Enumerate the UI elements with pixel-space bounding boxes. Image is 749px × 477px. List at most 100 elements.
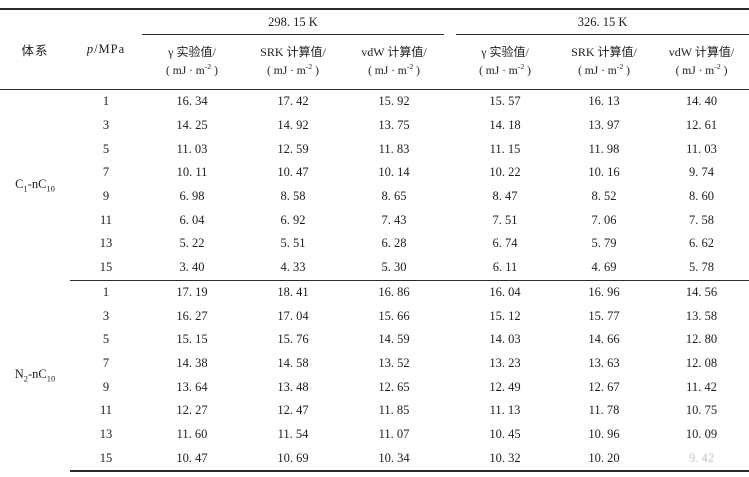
value-cell: 5. 30: [344, 255, 445, 281]
gap-cell: [444, 446, 457, 472]
gap-cell: [444, 232, 456, 256]
pressure-cell: 15: [70, 446, 142, 472]
value-cell: 13. 23: [489, 355, 521, 370]
table-row: 9 6. 98 8. 58 8. 65 8. 47 8. 52 8. 60: [0, 185, 749, 209]
value-cell: 15. 77: [588, 308, 620, 323]
value-cell: 16. 27: [176, 308, 208, 323]
value-cell: 11. 13: [489, 403, 521, 418]
value-cell: 14. 03: [489, 332, 521, 347]
value-cell: 11. 15: [489, 141, 521, 156]
value-cell: 14. 25: [176, 118, 208, 133]
unit-label: ( mJ · m-2 ): [368, 62, 420, 78]
value-cell: 10. 09: [685, 426, 718, 441]
table-row: 13 11. 60 11. 54 11. 07 10. 45 10. 96 10. 09: [0, 423, 749, 447]
value-cell: 10. 11: [176, 165, 208, 180]
value-cell: 15. 57: [489, 94, 521, 109]
table-row: 9 13. 64 13. 48 12. 65 12. 49 12. 67 11. 42: [0, 375, 749, 399]
value-cell: 11. 03: [176, 141, 208, 156]
header-system: 体系: [0, 9, 70, 90]
value-cell: 9. 42: [654, 446, 749, 472]
value-cell: 8. 52: [591, 189, 617, 204]
value-cell: 5. 78: [654, 255, 749, 281]
value-cell: 4. 33: [242, 255, 344, 281]
value-cell: 16. 04: [489, 284, 521, 299]
value-cell: 11. 03: [686, 141, 717, 156]
unit-label: ( mJ · m-2 ): [166, 62, 218, 78]
group-gap: [444, 9, 457, 90]
gap-cell: [444, 328, 456, 352]
table-row: 15 3. 40 4. 33 5. 30 6. 11 4. 69 5. 78: [0, 255, 749, 281]
value-cell: 4. 69: [554, 255, 655, 281]
table-row: 5 15. 15 15. 76 14. 59 14. 03 14. 66 12. 80: [0, 328, 749, 352]
value-cell: 14. 66: [588, 332, 620, 347]
gap-cell: [444, 137, 456, 161]
table-row: 5 11. 03 12. 59 11. 83 11. 15 11. 98 11. 03: [0, 137, 749, 161]
value-cell: 17. 42: [277, 94, 309, 109]
value-cell: 14. 38: [176, 355, 208, 370]
value-cell: 12. 49: [489, 379, 521, 394]
value-cell: 12. 67: [588, 379, 620, 394]
col-header-vdw-326: vdW 计算值/ ( mJ · m-2 ): [654, 34, 749, 90]
table-row: 3 16. 27 17. 04 15. 66 15. 12 15. 77 13. 58: [0, 304, 749, 328]
value-cell: 16. 86: [378, 284, 410, 299]
value-cell: 11. 98: [588, 141, 620, 156]
value-cell: 14. 40: [685, 94, 718, 109]
data-table: 体系 p/MPa 298. 15 K 326. 15 K γ 实验值/ ( mJ…: [0, 8, 749, 472]
value-cell: 11. 42: [686, 379, 717, 394]
value-cell: 10. 69: [242, 446, 344, 472]
value-cell: 12. 59: [277, 141, 309, 156]
pressure-cell: 11: [99, 403, 113, 418]
value-cell: 8. 65: [381, 189, 407, 204]
value-cell: 8. 58: [280, 189, 306, 204]
header-pressure: p/MPa: [70, 9, 142, 90]
value-cell: 12. 08: [685, 355, 718, 370]
value-cell: 12. 65: [378, 379, 410, 394]
value-cell: 14. 56: [685, 284, 718, 299]
value-cell: 5. 79: [591, 236, 617, 251]
value-cell: 12. 80: [685, 332, 718, 347]
value-cell: 10. 16: [588, 165, 620, 180]
value-cell: 6. 62: [689, 236, 715, 251]
pressure-cell: 13: [99, 426, 113, 441]
gap-cell: [444, 423, 456, 447]
table-row: N2-nC10 1 17. 19 18. 41 16. 86 16. 04 16. 96 14…: [0, 280, 749, 384]
value-cell: 13. 75: [378, 118, 410, 133]
value-cell: 14. 58: [277, 355, 309, 370]
pressure-cell: 7: [102, 165, 110, 180]
pressure-symbol: p: [86, 42, 95, 56]
table-row: 7 10. 11 10. 47 10. 14 10. 22 10. 16 9. 74: [0, 161, 749, 185]
value-cell: 11. 83: [378, 141, 410, 156]
pressure-cell: 11: [99, 212, 113, 227]
col-header-srk-326: SRK 计算值/ ( mJ · m-2 ): [554, 34, 655, 90]
value-cell: 15. 76: [277, 332, 309, 347]
table-row: 3 14. 25 14. 92 13. 75 14. 18 13. 97 12. 61: [0, 114, 749, 138]
value-cell: 15. 12: [489, 308, 521, 323]
value-cell: 10. 22: [489, 165, 521, 180]
value-cell: 10. 75: [685, 403, 718, 418]
value-cell: 10. 14: [378, 165, 410, 180]
value-cell: 12. 27: [176, 403, 208, 418]
value-cell: 10. 32: [456, 446, 555, 472]
value-cell: 6. 92: [280, 212, 306, 227]
pressure-cell: 15: [70, 255, 142, 281]
table-row: 7 14. 38 14. 58 13. 52 13. 23 13. 63 12. 08: [0, 352, 749, 376]
col-header-gamma-exp-298: γ 实验值/ ( mJ · m-2 ): [142, 34, 242, 90]
value-cell: 5. 51: [280, 236, 306, 251]
gap-cell: [444, 255, 457, 281]
system-label: N2-nC10: [14, 367, 56, 384]
gap-cell: [444, 375, 456, 399]
temperature-spanner-row: 体系 p/MPa 298. 15 K 326. 15 K: [0, 9, 749, 90]
pressure-cell: 3: [102, 118, 110, 133]
value-cell: 10. 47: [277, 165, 309, 180]
value-cell: 10. 96: [588, 426, 620, 441]
value-cell: 7. 58: [689, 212, 715, 227]
col-header-gamma-exp-326: γ 实验值/ ( mJ · m-2 ): [456, 34, 555, 90]
gap-cell: [444, 304, 456, 328]
value-cell: 5. 22: [179, 236, 205, 251]
table-row: 11 12. 27 12. 47 11. 85 11. 13 11. 78 10. 75: [0, 399, 749, 423]
value-cell: 11. 54: [277, 426, 309, 441]
unit-label: ( mJ · m-2 ): [479, 62, 531, 78]
table-body: C1-nC10 1 16. 34 17. 42 15. 92 15. 57 16. 13 14…: [0, 90, 749, 472]
value-cell: 15. 92: [378, 94, 410, 109]
